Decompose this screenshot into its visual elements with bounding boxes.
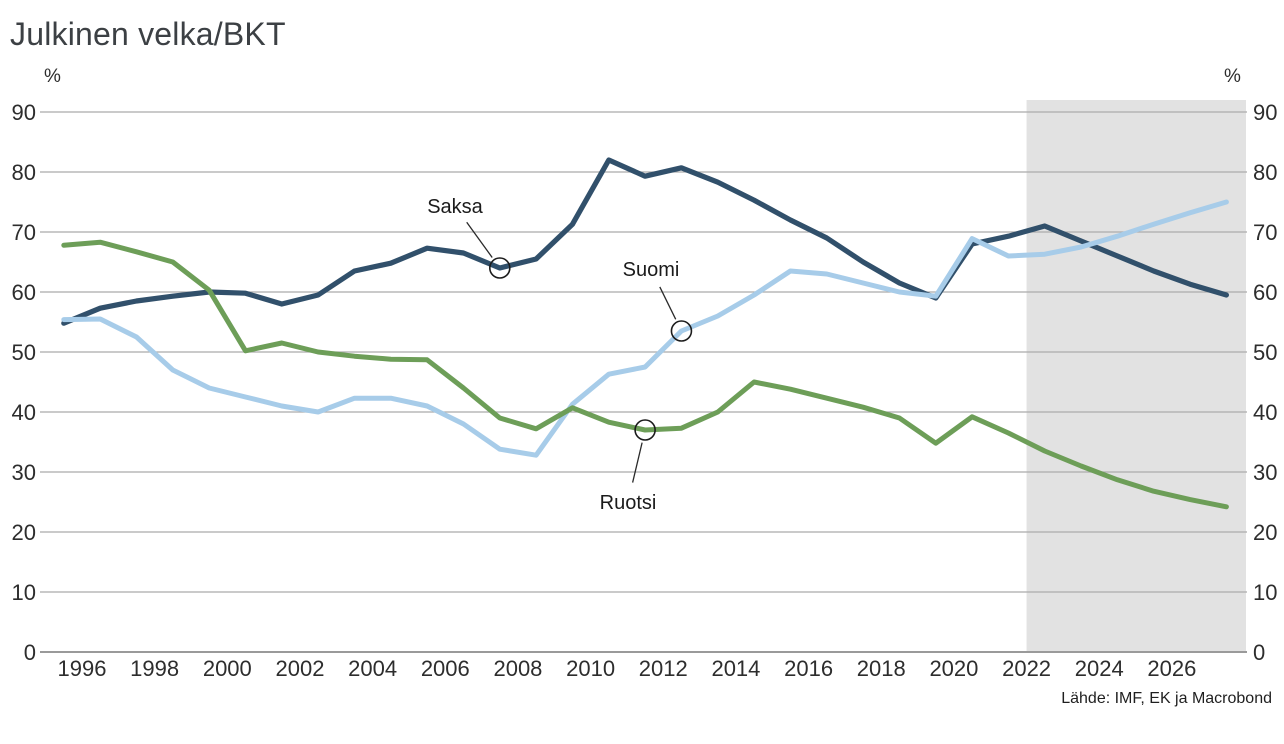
y-tick-left-20: 20	[12, 520, 36, 545]
y-tick-left-70: 70	[12, 220, 36, 245]
y-tick-right-80: 80	[1253, 160, 1277, 185]
y-tick-right-50: 50	[1253, 340, 1277, 365]
series-line-saksa	[61, 157, 1230, 326]
y-tick-left-30: 30	[12, 460, 36, 485]
y-tick-right-30: 30	[1253, 460, 1277, 485]
series-group	[61, 157, 1230, 510]
y-tick-left-90: 90	[12, 100, 36, 125]
y-tick-left-80: 80	[12, 160, 36, 185]
annotation-line-ruotsi	[631, 442, 643, 483]
x-tick-2008: 2008	[493, 656, 542, 681]
series-line-suomi	[61, 199, 1229, 458]
x-tick-1996: 1996	[58, 656, 107, 681]
x-tick-2002: 2002	[276, 656, 325, 681]
y-axis-unit-left: %	[44, 66, 61, 87]
x-tick-2000: 2000	[203, 656, 252, 681]
y-tick-left-60: 60	[12, 280, 36, 305]
x-tick-2024: 2024	[1075, 656, 1124, 681]
x-tick-2012: 2012	[639, 656, 688, 681]
x-tick-2014: 2014	[711, 656, 760, 681]
x-tick-2020: 2020	[929, 656, 978, 681]
x-tick-2006: 2006	[421, 656, 470, 681]
y-tick-right-10: 10	[1253, 580, 1277, 605]
y-tick-right-0: 0	[1253, 640, 1265, 665]
y-tick-right-60: 60	[1253, 280, 1277, 305]
annotation-line-suomi	[659, 286, 677, 320]
annotation-circle-ruotsi	[634, 419, 656, 441]
y-tick-left-0: 0	[24, 640, 36, 665]
series-line-ruotsi	[61, 239, 1229, 510]
x-tick-2026: 2026	[1147, 656, 1196, 681]
x-tick-2004: 2004	[348, 656, 397, 681]
y-tick-right-90: 90	[1253, 100, 1277, 125]
y-tick-left-50: 50	[12, 340, 36, 365]
chart-title: Julkinen velka/BKT	[10, 16, 286, 52]
annotation-circle-suomi	[670, 320, 693, 342]
y-tick-right-20: 20	[1253, 520, 1277, 545]
x-tick-2018: 2018	[857, 656, 906, 681]
annotation-group: Saksa Suomi Ruotsi	[427, 196, 693, 514]
x-tick-2016: 2016	[784, 656, 833, 681]
y-tick-left-40: 40	[12, 400, 36, 425]
x-tick-2010: 2010	[566, 656, 615, 681]
annotation-line-saksa	[466, 221, 493, 258]
annotation-circle-saksa	[488, 257, 511, 279]
x-tick-2022: 2022	[1002, 656, 1051, 681]
x-tick-1998: 1998	[130, 656, 179, 681]
forecast-band	[1026, 100, 1246, 653]
annotation-label-suomi: Suomi	[623, 259, 680, 281]
annotation-label-ruotsi: Ruotsi	[600, 492, 657, 514]
y-tick-right-40: 40	[1253, 400, 1277, 425]
forecast-band-group	[1026, 100, 1246, 653]
y-tick-right-70: 70	[1253, 220, 1277, 245]
source-attribution: Lähde: IMF, EK ja Macrobond	[1061, 690, 1272, 707]
y-axis-unit-right: %	[1224, 66, 1241, 87]
y-tick-left-10: 10	[12, 580, 36, 605]
annotation-label-saksa: Saksa	[427, 196, 483, 218]
